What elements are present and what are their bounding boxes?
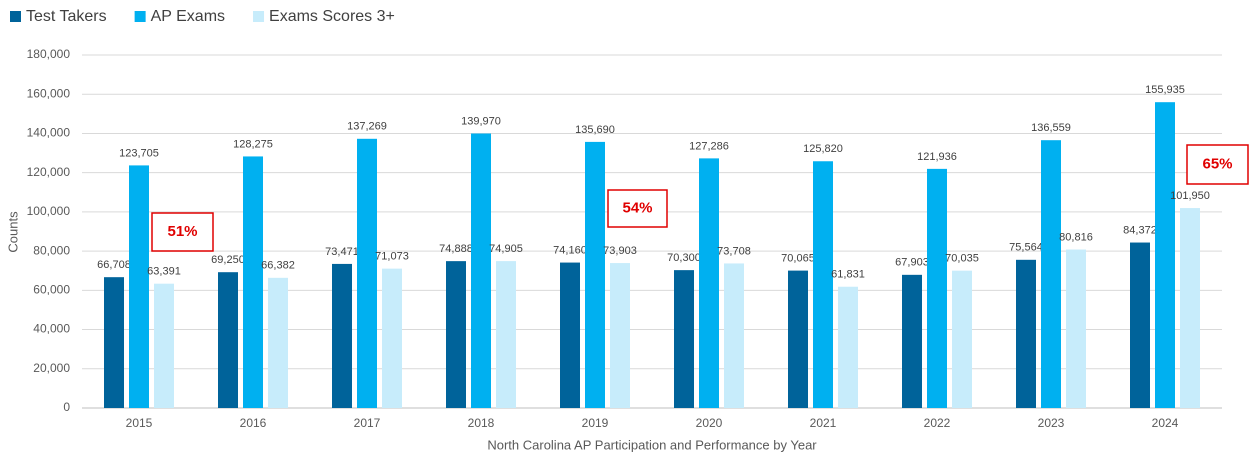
annotation: 51%: [167, 223, 197, 240]
x-tick-label: 2018: [468, 416, 495, 430]
value-label: 71,073: [375, 251, 409, 263]
value-label: 121,936: [917, 151, 957, 163]
legend-text: AP Exams: [151, 8, 225, 25]
value-label: 75,564: [1009, 242, 1043, 254]
bar: [927, 168, 947, 408]
value-label: 67,903: [895, 257, 929, 269]
bar: [496, 261, 516, 408]
legend-text: Test Takers: [26, 8, 107, 25]
value-label: 139,970: [461, 115, 501, 127]
bar: [382, 268, 402, 408]
value-label: 80,816: [1059, 231, 1093, 243]
value-label: 66,382: [261, 260, 295, 272]
value-label: 125,820: [803, 143, 843, 155]
value-label: 70,065: [781, 253, 815, 265]
bar: [699, 158, 719, 408]
bar: [1016, 259, 1036, 408]
bar: [674, 270, 694, 408]
bar: [332, 263, 352, 408]
bar: [446, 261, 466, 408]
y-tick-label: 100,000: [27, 204, 71, 218]
value-label: 74,905: [489, 243, 523, 255]
bar: [154, 283, 174, 408]
bar: [471, 133, 491, 408]
x-tick-label: 2022: [924, 416, 951, 430]
bar: [218, 272, 238, 408]
annotation-box: [151, 212, 214, 252]
bar: [585, 141, 605, 408]
value-label: 69,250: [211, 254, 245, 266]
x-tick-label: 2024: [1152, 416, 1179, 430]
legend-swatch: [10, 11, 21, 22]
x-axis-title: North Carolina AP Participation and Perf…: [487, 437, 817, 452]
annotation: 54%: [622, 199, 652, 216]
value-label: 128,275: [233, 138, 273, 150]
value-label: 73,903: [603, 245, 637, 257]
y-tick-label: 160,000: [27, 86, 71, 100]
value-label: 73,708: [717, 245, 751, 257]
annotation-box: [1186, 144, 1249, 185]
value-label: 127,286: [689, 140, 729, 152]
y-tick-label: 0: [63, 400, 70, 414]
x-tick-label: 2023: [1038, 416, 1065, 430]
bar: [813, 161, 833, 408]
value-label: 137,269: [347, 121, 387, 133]
bar: [952, 270, 972, 408]
x-tick-label: 2016: [240, 416, 267, 430]
x-tick-label: 2019: [582, 416, 609, 430]
y-tick-label: 60,000: [33, 283, 70, 297]
y-tick-label: 180,000: [27, 47, 71, 61]
bar: [1066, 249, 1086, 408]
legend-swatch: [253, 11, 265, 22]
value-label: 66,708: [97, 259, 131, 271]
value-label: 70,035: [945, 253, 979, 265]
value-label: 74,160: [553, 244, 587, 256]
legend-text: Exams Scores 3+: [269, 8, 395, 25]
value-label: 123,705: [119, 147, 159, 159]
value-label: 74,888: [439, 243, 473, 255]
annotation-box: [607, 189, 668, 228]
bar: [1155, 102, 1175, 408]
y-tick-label: 80,000: [33, 243, 70, 257]
value-label: 84,372: [1123, 224, 1157, 236]
x-tick-label: 2015: [126, 416, 153, 430]
value-label: 135,690: [575, 124, 615, 136]
y-tick-label: 40,000: [33, 322, 70, 336]
y-axis-title: Counts: [5, 211, 20, 253]
value-label: 63,391: [147, 266, 181, 278]
bar: [838, 286, 858, 408]
value-label: 61,831: [831, 269, 865, 281]
annotation: 65%: [1202, 155, 1232, 172]
bar: [357, 138, 377, 408]
bar: [1130, 242, 1150, 408]
bar: [610, 263, 630, 408]
value-label: 70,300: [667, 252, 701, 264]
bar: [724, 263, 744, 408]
bar: [560, 262, 580, 408]
bar: [1041, 140, 1061, 408]
y-tick-label: 120,000: [27, 165, 71, 179]
bar: [104, 277, 124, 408]
y-tick-label: 140,000: [27, 126, 71, 140]
x-tick-label: 2021: [810, 416, 837, 430]
value-label: 136,559: [1031, 122, 1071, 134]
bar: [902, 274, 922, 408]
bar: [1180, 208, 1200, 408]
legend-swatch: [134, 11, 146, 22]
value-label: 101,950: [1170, 190, 1210, 202]
bar: [243, 156, 263, 408]
value-label: 155,935: [1145, 84, 1185, 96]
value-label: 73,471: [325, 246, 359, 258]
bar: [268, 277, 288, 408]
bar: [129, 165, 149, 408]
x-tick-label: 2020: [696, 416, 723, 430]
bar: [788, 270, 808, 408]
y-tick-label: 20,000: [33, 361, 70, 375]
x-tick-label: 2017: [354, 416, 381, 430]
